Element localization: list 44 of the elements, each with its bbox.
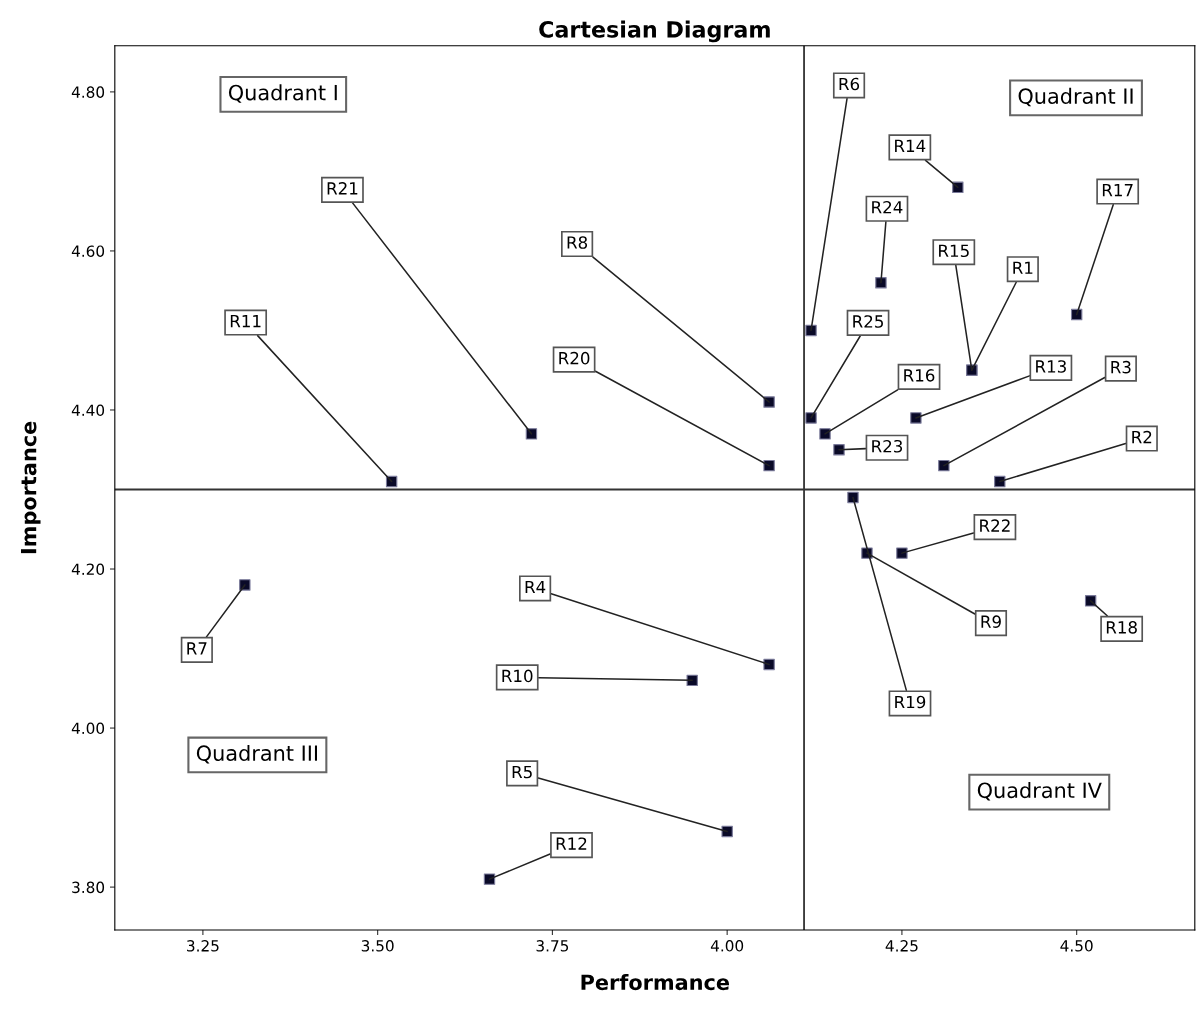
x-tick-label: 3.50: [361, 940, 394, 952]
annotation: R13: [1036, 360, 1066, 373]
x-tick-label: 4.00: [710, 940, 744, 952]
annotation: R21: [327, 182, 358, 195]
annotation: Quadrant I: [228, 84, 337, 103]
annotation: R10: [502, 669, 533, 683]
annotation: R3: [1111, 360, 1131, 374]
annotation: R11: [230, 314, 261, 328]
chart-title: Cartesian Diagram: [539, 20, 770, 43]
x-tick-label: 4.25: [885, 940, 918, 952]
annotation: Quadrant III: [196, 744, 317, 764]
y-tick-label: 4.20: [71, 563, 105, 576]
y-tick-label: 4.00: [71, 722, 105, 735]
y-tick-label: 4.60: [71, 245, 105, 257]
y-tick-label: 3.80: [72, 881, 105, 894]
y-axis-title: Importance: [21, 421, 41, 554]
annotation: Quadrant II: [1018, 87, 1133, 107]
annotation: R24: [872, 200, 903, 214]
annotation: R23: [872, 439, 903, 453]
annotation: R7: [187, 642, 207, 655]
annotation: R6: [839, 77, 860, 91]
annotation: R4: [525, 580, 546, 594]
x-axis-title: Performance: [581, 974, 729, 991]
annotation: R8: [567, 236, 588, 249]
annotation: R9: [981, 615, 1001, 628]
annotation: R17: [1102, 184, 1133, 197]
annotation: R2: [1132, 430, 1152, 444]
annotation: R20: [559, 351, 590, 365]
annotation: R12: [556, 837, 587, 850]
annotation: R18: [1106, 621, 1137, 634]
x-tick-label: 3.25: [187, 940, 219, 952]
annotation: R15: [939, 244, 969, 258]
annotation: R5: [512, 765, 532, 779]
annotation: R1: [1013, 261, 1033, 274]
annotation: R25: [853, 315, 883, 328]
x-tick-label: 3.75: [536, 940, 569, 952]
annotation: R16: [904, 369, 935, 382]
x-tick-label: 4.50: [1060, 940, 1093, 952]
annotation: R14: [895, 139, 926, 152]
annotation: R22: [980, 519, 1010, 532]
annotation: Quadrant IV: [977, 782, 1102, 801]
annotation: R19: [895, 695, 926, 709]
y-tick-label: 4.40: [71, 404, 105, 416]
y-tick-label: 4.80: [71, 86, 105, 98]
